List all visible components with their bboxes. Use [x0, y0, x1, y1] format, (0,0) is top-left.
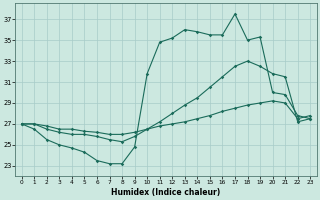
X-axis label: Humidex (Indice chaleur): Humidex (Indice chaleur)	[111, 188, 220, 197]
